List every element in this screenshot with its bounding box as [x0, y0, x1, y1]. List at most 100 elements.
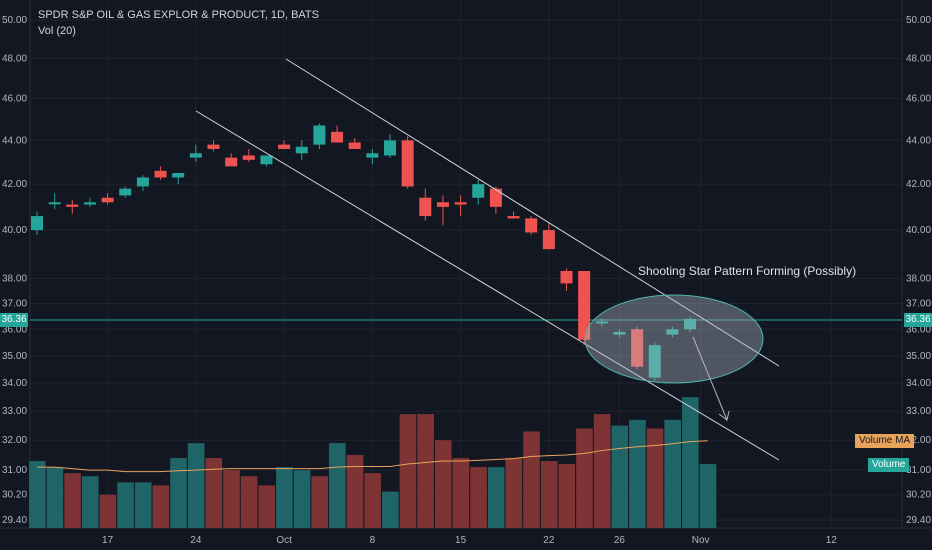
- volume-bar: [187, 443, 205, 528]
- candle: [154, 166, 167, 180]
- time-tick: Nov: [692, 535, 710, 546]
- price-tick-right: 46.00: [906, 94, 931, 105]
- volume-bar: [417, 414, 434, 528]
- candle: [595, 318, 608, 327]
- price-tick-left: 36.00: [2, 324, 27, 335]
- chart-legend: SPDR S&P OIL & GAS EXPLOR & PRODUCT, 1D,…: [38, 7, 319, 39]
- price-tick-right: 30.20: [906, 490, 931, 501]
- candle-body: [666, 329, 679, 335]
- candle-body: [401, 140, 414, 187]
- candle: [189, 144, 202, 163]
- candle-body: [119, 188, 132, 196]
- candle: [525, 216, 538, 235]
- candle: [648, 342, 661, 381]
- volume-bar: [258, 485, 276, 528]
- volume-bar: [81, 476, 99, 528]
- last-price-badge-right: 36.36: [904, 313, 932, 327]
- price-tick-right: 42.00: [906, 179, 931, 190]
- candle-body: [595, 321, 608, 324]
- candle-body: [83, 202, 96, 205]
- candle: [83, 197, 96, 207]
- symbol-title[interactable]: SPDR S&P OIL & GAS EXPLOR & PRODUCT, 1D,…: [38, 9, 319, 21]
- price-tick-left: 34.00: [2, 378, 27, 389]
- candle: [101, 193, 114, 205]
- candle-body: [66, 204, 79, 207]
- volume-bar: [346, 455, 364, 528]
- price-tick-left: 40.00: [2, 225, 27, 236]
- volume-bar: [576, 428, 593, 528]
- price-tick-left: 42.00: [2, 179, 27, 190]
- lower-trendline[interactable]: [195, 110, 780, 461]
- volume-bar: [452, 458, 470, 528]
- price-tick-right: 31.00: [906, 465, 931, 476]
- candle-body: [613, 331, 626, 335]
- pattern-highlight-ellipse[interactable]: [584, 294, 764, 384]
- candle-body: [31, 216, 43, 231]
- price-tick-right: 29.40: [906, 515, 931, 526]
- candle-body: [648, 345, 661, 378]
- volume-bar: [364, 473, 381, 528]
- price-tick-left: 48.00: [2, 53, 27, 64]
- volume-bar: [170, 458, 187, 528]
- volume-bar: [646, 428, 664, 528]
- candle-body: [507, 216, 520, 219]
- candle-body: [278, 144, 291, 149]
- volume-bar: [611, 425, 629, 528]
- candle: [578, 270, 591, 346]
- candle: [348, 138, 361, 149]
- time-tick: 26: [614, 535, 626, 546]
- volume-tag: Volume: [868, 458, 910, 472]
- volume-bar: [293, 470, 311, 528]
- candle: [225, 153, 238, 167]
- time-axis[interactable]: 1724Oct8152226Nov1226: [102, 535, 932, 546]
- pattern-annotation[interactable]: Shooting Star Pattern Forming (Possibly): [638, 264, 857, 278]
- candle-body: [419, 197, 432, 217]
- candle: [242, 148, 255, 163]
- candle: [613, 329, 626, 338]
- price-tick-left: 38.00: [2, 273, 27, 284]
- candle-body: [154, 170, 167, 178]
- volume-bar: [276, 467, 293, 528]
- candle-body: [348, 142, 361, 149]
- candle-body: [384, 140, 396, 156]
- candle: [436, 195, 449, 226]
- volume-bar: [152, 485, 170, 528]
- price-tick-left: 37.00: [2, 299, 27, 310]
- time-tick: 12: [826, 535, 838, 546]
- volume-bar: [434, 440, 452, 528]
- candlesticks: [31, 123, 697, 381]
- candle-body: [260, 155, 273, 165]
- candle: [631, 326, 644, 370]
- projection-arrow[interactable]: [692, 336, 728, 421]
- candle: [278, 140, 291, 149]
- right-price-axis[interactable]: 50.00 48.00 46.00 44.00 42.00 40.00 38.00 37.00…: [906, 15, 931, 526]
- drawings[interactable]: [195, 58, 780, 461]
- candle-body: [101, 197, 114, 203]
- volume-indicator-title[interactable]: Vol (20): [38, 25, 76, 37]
- candle: [489, 186, 502, 214]
- volume-bar: [64, 473, 81, 528]
- candle: [172, 173, 185, 185]
- price-tick-right: 50.00: [906, 15, 931, 26]
- time-tick: Oct: [276, 535, 292, 546]
- candle: [331, 125, 344, 143]
- volume-ma-line: [37, 440, 708, 473]
- volume-bar: [311, 476, 328, 528]
- time-tick: 22: [543, 535, 555, 546]
- candle-body: [631, 329, 644, 367]
- upper-trendline[interactable]: [285, 58, 780, 367]
- volume-bar: [505, 458, 523, 528]
- time-tick: 8: [370, 535, 376, 546]
- candle-body: [331, 131, 344, 143]
- candle: [401, 136, 414, 189]
- left-price-axis[interactable]: 50.00 48.00 46.00 44.00 42.00 40.00 38.00 37.00…: [2, 15, 27, 526]
- candle-body: [489, 188, 502, 207]
- volume-bar: [593, 414, 611, 528]
- price-tick-left: 50.00: [2, 15, 27, 26]
- candle: [666, 326, 679, 338]
- candle-body: [242, 155, 255, 160]
- candle: [454, 195, 467, 217]
- candle: [384, 133, 396, 158]
- time-tick: 24: [190, 535, 202, 546]
